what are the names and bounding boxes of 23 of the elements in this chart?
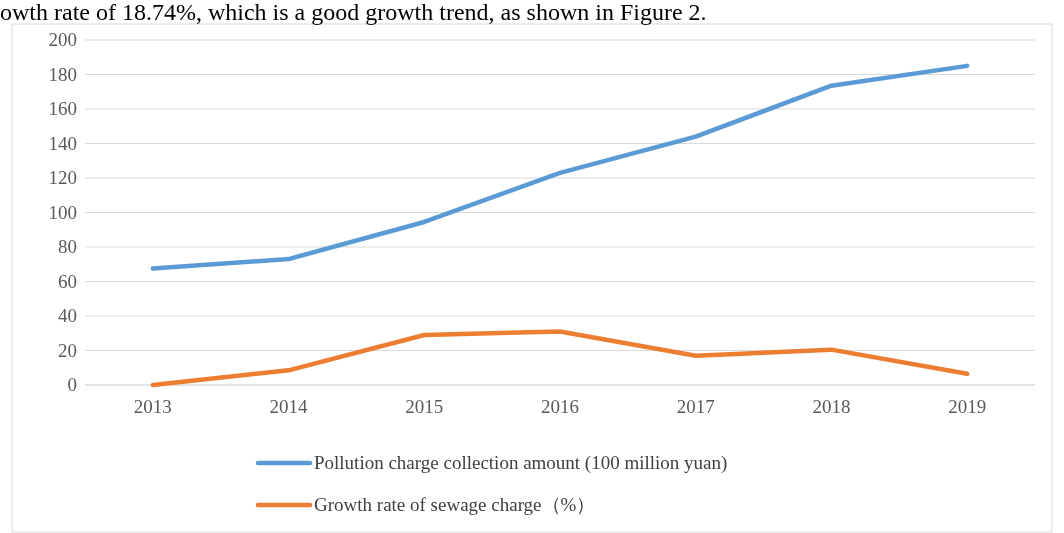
- y-tick-label: 80: [58, 236, 77, 257]
- y-tick-label: 140: [48, 132, 77, 154]
- line-series: [150, 329, 970, 388]
- x-tick-label: 2014: [269, 396, 309, 417]
- y-tick-label: 0: [67, 374, 77, 395]
- x-tick-label: 2017: [676, 396, 715, 417]
- x-tick-label: 2015: [405, 396, 444, 417]
- y-tick-label: 200: [48, 29, 77, 50]
- x-tick-label: 2019: [948, 396, 987, 417]
- y-tick-label: 60: [58, 270, 77, 292]
- y-tick-label: 20: [58, 339, 77, 361]
- x-tick-label: 2018: [812, 396, 851, 417]
- x-tick-label: 2013: [133, 396, 172, 417]
- y-tick-label: 100: [48, 201, 77, 223]
- legend-label: Growth rate of sewage charge（%）: [314, 494, 596, 515]
- y-tick-label: 120: [48, 167, 77, 188]
- x-tick-label: 2016: [541, 396, 579, 417]
- text: owth rate of 18.74%, which is a good growth trend, as shown in Figure 2.: [0, 0, 707, 25]
- y-tick-label: 180: [48, 63, 77, 85]
- y-tick-label: 40: [58, 305, 77, 326]
- legend-label: Pollution charge collection amount (100 million yuan): [314, 452, 728, 474]
- line-series: [150, 63, 970, 271]
- y-tick-label: 160: [48, 98, 77, 119]
